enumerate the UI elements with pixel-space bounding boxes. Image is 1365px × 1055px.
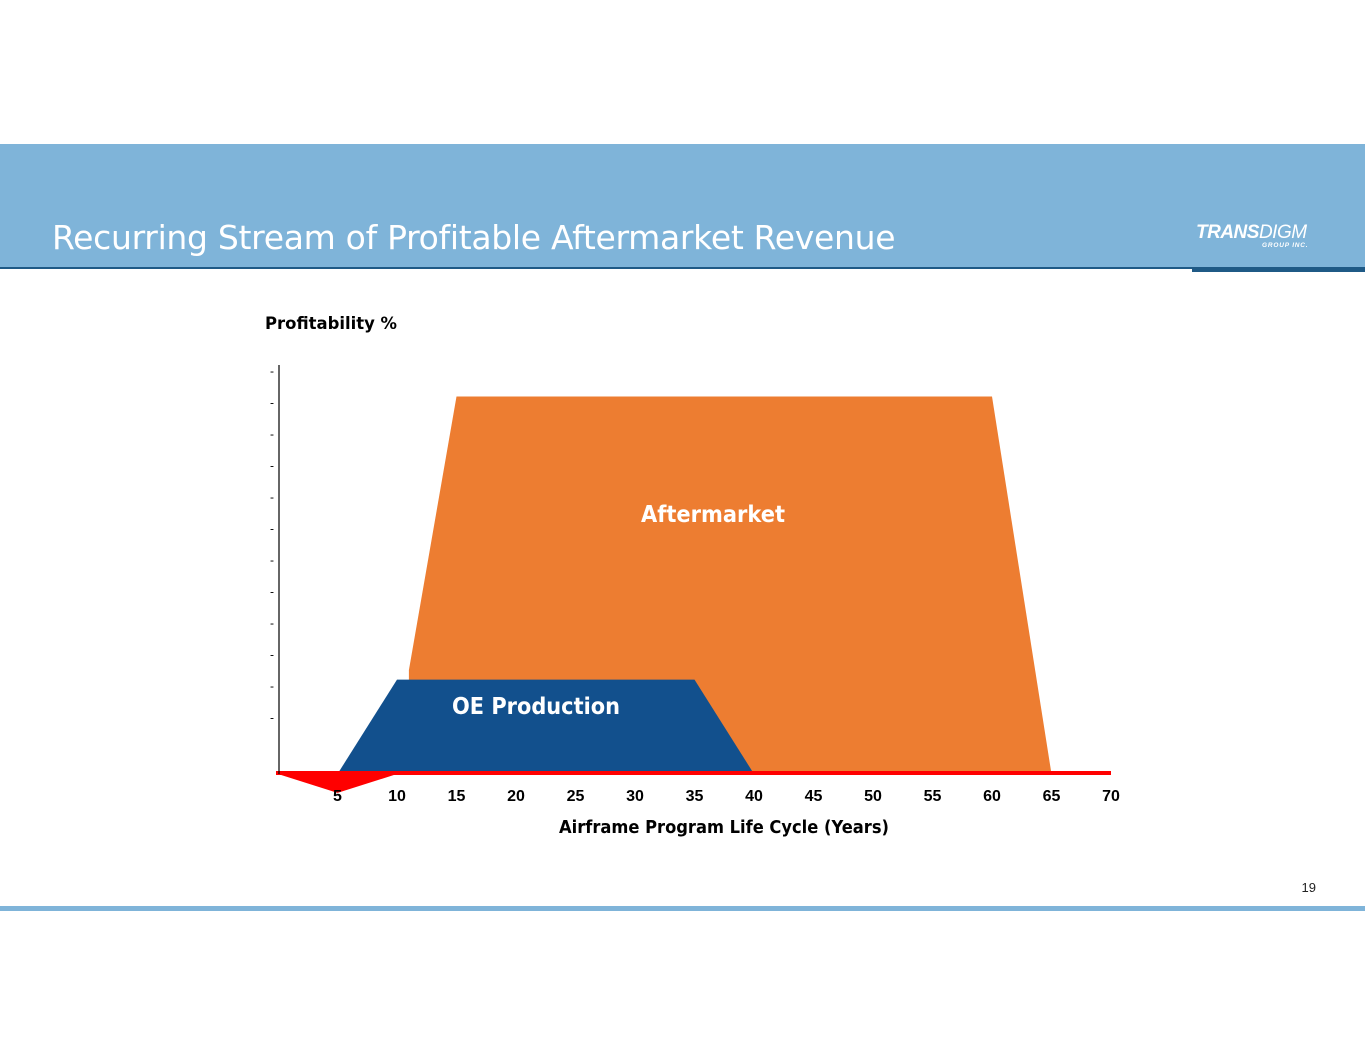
x-tick-label: 30 [626,788,644,805]
x-axis-line [276,771,1111,775]
y-tick-label: - [270,616,274,630]
y-tick-label: - [270,711,274,725]
x-tick-label: 10 [388,788,406,805]
header-rule [0,267,1192,269]
chart-labels: Profitability % Airframe Program Life Cyc… [265,314,889,838]
x-tick-label: 55 [924,788,942,805]
y-tick-label: - [270,648,274,662]
page-number: 19 [1301,880,1316,895]
y-tick-label: - [270,396,274,410]
chart-ticks: - - - - - - - - - - - - 5 10 15 20 25 30 35 40 45 50 55 60 65 70 [270,364,1120,805]
x-tick-label: 35 [686,788,704,805]
x-axis-label: Airframe Program Life Cycle (Years) [559,817,889,838]
oe-production-label: OE Production [452,694,620,720]
y-tick-label: - [270,585,274,599]
y-tick-label: - [270,522,274,536]
y-tick-label: - [270,427,274,441]
logo-rule [1192,267,1365,272]
y-tick-label: - [270,679,274,693]
slide-title: Recurring Stream of Profitable Aftermark… [52,218,896,257]
company-logo: TRANSDIGM GROUP INC. [1196,222,1309,249]
negative-area [278,774,397,793]
y-tick-label: - [270,364,274,378]
y-axis-label: Profitability % [265,314,397,334]
footer-rule [0,906,1365,911]
x-tick-label: 65 [1043,788,1061,805]
header-band [0,144,1365,268]
aftermarket-label: Aftermarket [641,502,785,528]
x-tick-label: 70 [1102,788,1120,805]
oe-production-area [337,679,754,774]
y-tick-label: - [270,490,274,504]
y-tick-label: - [270,459,274,473]
x-tick-label: 45 [805,788,823,805]
x-tick-label: 60 [983,788,1001,805]
x-tick-label: 15 [448,788,466,805]
x-tick-label: 40 [745,788,763,805]
x-tick-label: 20 [507,788,525,805]
x-tick-label: 25 [567,788,585,805]
x-tick-label: 50 [864,788,882,805]
chart-areas [278,396,1052,793]
y-tick-label: - [270,553,274,567]
x-tick-label: 5 [333,788,342,805]
chart-axes [276,365,1111,775]
